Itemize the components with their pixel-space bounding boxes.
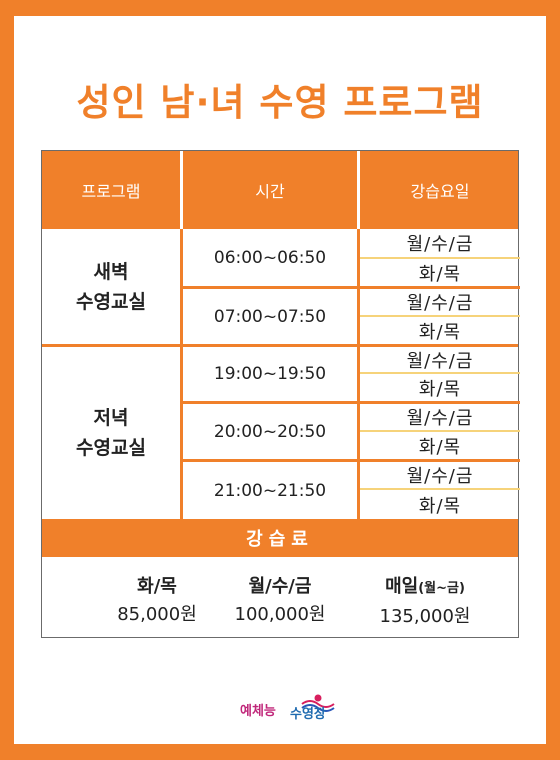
- slot-divider: [183, 286, 520, 289]
- brand-logo: 예체능 수영장: [236, 692, 346, 722]
- program-name: 수영교실: [76, 437, 146, 459]
- program-name: 저녁: [93, 407, 129, 429]
- fee-item: 화/목 85,000원: [82, 573, 232, 629]
- fee-item: 매일(월~금) 135,000원: [350, 573, 500, 631]
- header-program: 프로그램: [81, 182, 141, 201]
- header-days: 강습요일: [410, 182, 470, 201]
- header-divider: [357, 151, 360, 229]
- day-cell: 화/목: [418, 263, 462, 285]
- fee-days: 화/목: [137, 576, 177, 597]
- day-cell: 화/목: [418, 378, 462, 400]
- time-cell: 19:00~19:50: [213, 364, 327, 384]
- slot-divider: [183, 401, 520, 404]
- table-header: 프로그램 시간 강습요일: [42, 151, 518, 229]
- schedule-table: 프로그램 시간 강습요일 새벽 수영교실 저녁 수영교실 06:00~0: [41, 150, 520, 638]
- time-cell: 20:00~20:50: [213, 421, 327, 442]
- fee-item: 월/수/금 100,000원: [205, 573, 355, 629]
- day-divider: [360, 372, 520, 374]
- day-divider: [360, 488, 520, 490]
- fee-price: 100,000원: [234, 604, 326, 625]
- header-divider: [180, 151, 183, 229]
- header-time: 시간: [255, 182, 285, 201]
- fee-days: 매일(월~금): [350, 573, 500, 603]
- program-cell-dawn: 새벽 수영교실: [42, 229, 180, 344]
- day-cell: 화/목: [418, 495, 462, 517]
- poster-sheet: 성인 남·녀 수영 프로그램 프로그램 시간 강습요일 새벽 수영교실 저녁: [14, 16, 546, 744]
- day-divider: [360, 257, 520, 259]
- fee-header: 강습료: [42, 519, 518, 557]
- wave-icon: 예체능 수영장: [240, 694, 335, 722]
- logo-text-2: 수영장: [290, 706, 326, 722]
- slot-divider: [183, 459, 520, 462]
- program-divider: [42, 344, 518, 347]
- column-divider: [357, 229, 360, 519]
- day-cell: 월/수/금: [406, 350, 474, 372]
- day-divider: [360, 315, 520, 317]
- time-cell: 21:00~21:50: [213, 480, 327, 501]
- fee-days-note: (월~금): [418, 581, 465, 596]
- fee-days-label: 매일: [385, 576, 419, 597]
- program-cell-evening: 저녁 수영교실: [42, 347, 180, 519]
- fee-price: 135,000원: [379, 606, 471, 627]
- column-divider: [180, 229, 183, 519]
- time-cell: 07:00~07:50: [213, 306, 327, 327]
- day-cell: 화/목: [418, 436, 462, 458]
- program-name: 새벽: [93, 260, 129, 283]
- day-cell: 월/수/금: [406, 293, 474, 314]
- page-title: 성인 남·녀 수영 프로그램: [76, 81, 484, 124]
- day-cell: 월/수/금: [406, 234, 474, 255]
- day-cell: 화/목: [418, 321, 462, 343]
- day-cell: 월/수/금: [406, 466, 474, 487]
- fee-days: 월/수/금: [248, 576, 312, 597]
- logo-text-1: 예체능: [240, 703, 276, 719]
- day-cell: 월/수/금: [406, 408, 474, 429]
- program-name: 수영교실: [76, 290, 146, 313]
- day-divider: [360, 430, 520, 432]
- time-cell: 06:00~06:50: [213, 247, 327, 268]
- fee-price: 85,000원: [117, 604, 197, 625]
